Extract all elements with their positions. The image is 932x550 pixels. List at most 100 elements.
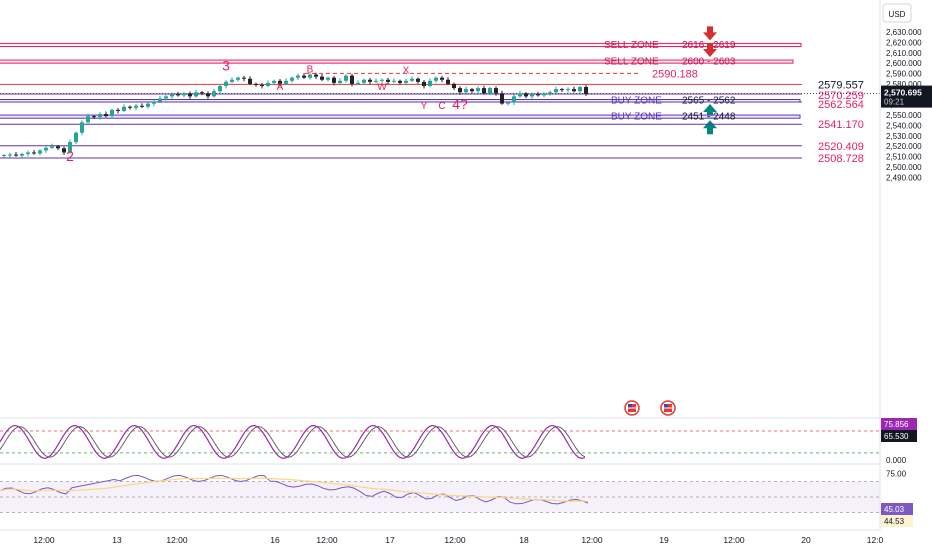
candle-body: [338, 80, 342, 83]
stoch-d-value: 65.530: [884, 432, 909, 441]
candle-body: [266, 82, 270, 87]
candle-body: [320, 76, 324, 80]
rsi-ma-value: 44.53: [884, 517, 905, 526]
zone-label: BUY ZONE: [611, 96, 662, 107]
candle: [266, 80, 270, 88]
candle-body: [578, 87, 582, 92]
candle: [242, 75, 246, 82]
candle: [332, 75, 336, 86]
candle-body: [80, 122, 84, 133]
candle-body: [14, 154, 18, 156]
candle-body: [392, 80, 396, 82]
candle-body: [260, 84, 264, 87]
candle-body: [398, 80, 402, 83]
candle: [224, 79, 228, 89]
time-axis[interactable]: 12:00 13 12:00 16 12:00 17 12:00 18 12:00 19 12:00…: [33, 535, 883, 545]
candle: [188, 91, 192, 99]
candle: [374, 78, 378, 84]
stoch-d-line: [0, 426, 586, 458]
price-tick-label: 2,550.000: [886, 111, 922, 120]
currency-box-frame: [882, 3, 912, 23]
candle-body: [482, 88, 486, 94]
candle-body: [164, 96, 168, 99]
zone-label: SELL ZONE: [604, 57, 659, 68]
candle: [254, 82, 258, 87]
candle: [134, 103, 138, 111]
level-label: 2590.188: [652, 68, 698, 80]
candle-body: [464, 89, 468, 93]
candle: [488, 86, 492, 96]
level-label: 2508.728: [818, 153, 864, 165]
candle-body: [326, 77, 330, 80]
flag-canton: [628, 404, 632, 408]
candle: [518, 90, 522, 98]
candle: [350, 73, 354, 87]
candle: [116, 108, 120, 114]
time-tick-label: 12:0: [867, 535, 884, 545]
candle-body: [140, 105, 144, 107]
candle: [398, 79, 402, 85]
candle-body: [218, 86, 222, 92]
candle: [512, 94, 516, 106]
candle-body: [146, 103, 150, 107]
arrow-down-icon: [703, 43, 717, 58]
candle: [122, 104, 126, 113]
rsi-ma-tag: 44.53: [881, 515, 913, 527]
candle-body: [548, 92, 552, 94]
stoch-k-value: 75.856: [884, 420, 909, 429]
candle-body: [380, 79, 384, 81]
candle-body: [32, 152, 36, 154]
candle: [98, 112, 102, 120]
stoch-d-tag: 65.530: [881, 430, 917, 442]
time-tick-label: 12:00: [33, 535, 55, 545]
zone-label: BUY ZONE: [611, 112, 662, 123]
candle: [494, 86, 498, 96]
candle: [140, 103, 144, 109]
candle-body: [284, 80, 288, 84]
candle: [164, 95, 168, 101]
candle: [200, 90, 204, 96]
arrow-up-icon: [703, 103, 717, 118]
buy-zone: BUY ZONE 2451 - 2448: [0, 112, 801, 135]
candle: [344, 74, 348, 83]
candle: [272, 79, 276, 85]
candle: [128, 105, 132, 110]
price-tick-label: 2,490.000: [886, 173, 922, 182]
candle-body: [122, 106, 126, 111]
candle-body: [296, 75, 300, 78]
stoch-tick-label: 0.000: [886, 456, 907, 465]
rsi-pane[interactable]: [0, 474, 880, 513]
candle-body: [506, 102, 510, 104]
stochastic-pane[interactable]: [0, 424, 880, 459]
candle-body: [98, 114, 102, 118]
level-label: 2541.170: [818, 119, 864, 131]
candle-body: [458, 88, 462, 93]
candle-body: [176, 94, 180, 96]
candle-body: [68, 142, 72, 153]
candle: [20, 152, 24, 158]
candle-body: [242, 77, 246, 79]
candle-body: [386, 79, 390, 82]
time-tick-label: 20: [801, 535, 811, 545]
candle-body: [542, 93, 546, 96]
candle: [206, 91, 210, 99]
candle-body: [170, 94, 174, 97]
candle-body: [404, 80, 408, 83]
price-tick-label: 2,500.000: [886, 163, 922, 172]
candle: [176, 91, 180, 97]
candle: [500, 90, 504, 105]
candle: [110, 108, 114, 118]
time-tick-label: 13: [112, 535, 122, 545]
price-tick-label: 2,630.000: [886, 28, 922, 37]
rsi-tick-label: 75.00: [886, 470, 907, 479]
price-tick-label: 2,520.000: [886, 142, 922, 151]
candle: [212, 88, 216, 98]
candle-body: [362, 79, 366, 83]
level-label: 2570.259: [818, 90, 864, 102]
candle-body: [20, 154, 24, 156]
candle-body: [512, 96, 516, 103]
candle: [80, 120, 84, 136]
